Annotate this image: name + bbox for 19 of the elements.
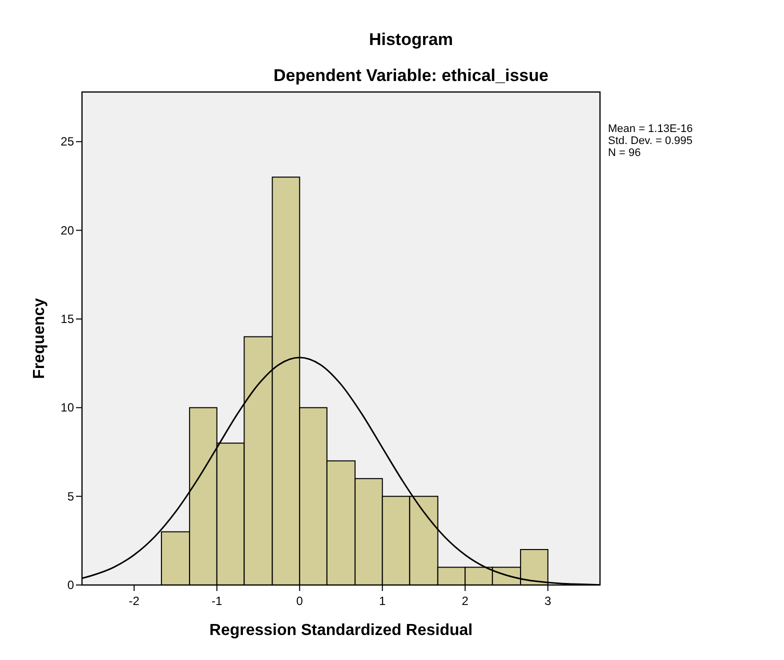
text: Mean = 1.13E-16: [608, 123, 693, 135]
x-tick-label: -1: [212, 594, 223, 608]
y-tick-label: 0: [67, 578, 74, 592]
x-axis-title: Regression Standardized Residual: [209, 622, 473, 639]
x-tick-label: 0: [296, 594, 304, 608]
x-tick-label: -2: [128, 594, 140, 608]
x-tick-label: 2: [462, 594, 469, 608]
chart-subtitle: Dependent Variable: ethical_issue: [274, 66, 548, 85]
text: Std. Dev. = 0.995: [608, 135, 692, 147]
y-tick-label: 10: [60, 400, 74, 415]
x-tick-label: 1: [379, 594, 386, 608]
y-axis-title: Frequency: [31, 298, 48, 379]
y-tick-label: 15: [60, 312, 74, 326]
x-tick-label: 3: [544, 594, 552, 608]
chart-title: Histogram: [368, 30, 454, 49]
text: N = 96: [608, 147, 641, 159]
y-tick-label: 20: [60, 223, 74, 238]
y-tick-label: 5: [67, 489, 74, 504]
y-tick-label: 25: [60, 134, 74, 149]
